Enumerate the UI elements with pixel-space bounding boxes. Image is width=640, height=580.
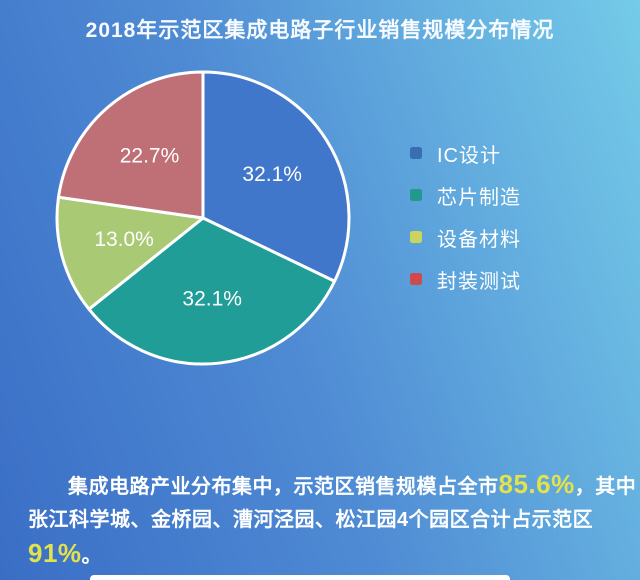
summary-paragraph: 集成电路产业分布集中，示范区销售规模占全市85.6%，其中张江科学城、金桥园、漕… (28, 468, 636, 573)
legend-label: IC设计 (437, 144, 501, 167)
pie-slice-label: 32.1% (182, 288, 242, 311)
legend-item: 设备材料 (410, 225, 521, 251)
pie-slice-1 (87, 216, 337, 366)
summary-line: 张江科学城、金桥园、漕河泾园、松江园4个园区合计占示范区 (28, 504, 618, 537)
legend-swatch (410, 147, 422, 159)
legend-label: 设备材料 (437, 228, 521, 251)
summary-text-segment: 。 (81, 545, 103, 567)
legend-item: 芯片制造 (410, 183, 521, 209)
summary-text-segment: 集成电路产业分布集中，示范区销售规模占全市 (68, 476, 499, 498)
highlight-number: 91% (28, 538, 82, 568)
summary-text-segment: 张江科学城、金桥园、漕河泾园、松江园4个园区合计占示范区 (28, 509, 594, 531)
pie-slice-label: 32.1% (242, 163, 302, 186)
bottom-divider (90, 575, 510, 580)
legend-item: IC设计 (410, 141, 521, 167)
pie-slice-2 (55, 195, 205, 311)
chart-legend: IC设计芯片制造设备材料封装测试 (410, 141, 521, 309)
pie-slice-3 (56, 70, 205, 220)
legend-swatch (410, 231, 422, 243)
summary-line: 集成电路产业分布集中，示范区销售规模占全市85.6%，其中 (28, 468, 636, 504)
summary-text-segment: ，其中 (574, 476, 637, 498)
legend-swatch (410, 189, 422, 201)
highlight-number: 85.6% (498, 469, 575, 499)
chart-title: 2018年示范区集成电路子行业销售规模分布情况 (85, 19, 555, 42)
legend-label: 封装测试 (437, 270, 521, 293)
pie-slice-label: 13.0% (94, 228, 154, 251)
legend-item: 封装测试 (410, 267, 521, 293)
summary-line: 91%。 (28, 537, 618, 573)
pie-chart: 32.1% 32.1% 13.0% 22.7% (55, 70, 351, 366)
pie-slice-0 (201, 70, 351, 283)
pie-slice-label: 22.7% (120, 145, 180, 168)
legend-swatch (410, 273, 422, 285)
legend-label: 芯片制造 (437, 186, 521, 209)
